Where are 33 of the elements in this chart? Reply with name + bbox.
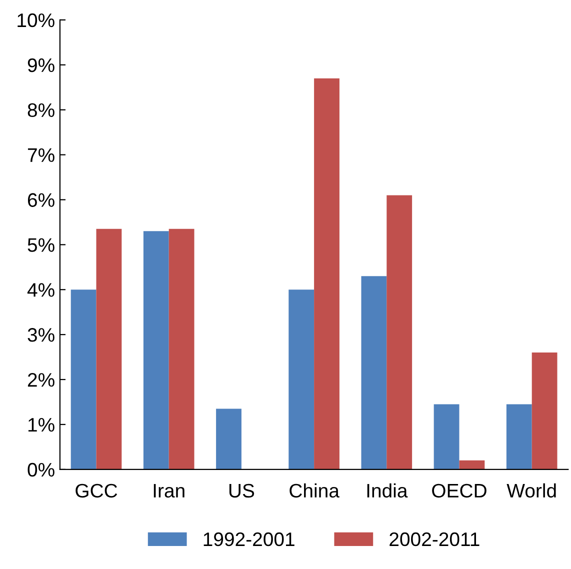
bar	[314, 78, 340, 470]
y-tick-label: 6%	[28, 193, 54, 207]
bar	[386, 195, 412, 470]
bar	[96, 228, 122, 470]
bar	[532, 352, 558, 470]
y-tick-label: 8%	[28, 103, 54, 118]
bar	[361, 276, 387, 470]
y-tick-label: 9%	[28, 58, 54, 72]
x-tick-label: Iran	[154, 484, 184, 498]
x-tick-label: China	[290, 483, 340, 498]
x-tick-label: OECD	[432, 484, 486, 498]
y-tick-label: 7%	[28, 148, 54, 162]
y-tick-label: 2%	[28, 372, 54, 387]
x-tick-label: India	[367, 483, 408, 498]
bar	[459, 460, 485, 470]
legend-label: 1992-2001	[204, 532, 294, 546]
bar	[434, 404, 460, 470]
y-tick-label: 10%	[18, 13, 54, 28]
x-tick-label: GCC	[76, 484, 118, 498]
bar	[168, 228, 194, 470]
y-tick-label: 4%	[27, 283, 54, 297]
bar	[70, 290, 96, 470]
legend-label: 2002-2011	[390, 532, 480, 546]
y-tick-label: 0%	[28, 462, 54, 477]
bar	[216, 408, 242, 470]
y-tick-label: 1%	[28, 418, 54, 432]
y-tick-label: 3%	[28, 328, 54, 342]
y-tick-label: 5%	[28, 238, 54, 252]
bar	[288, 290, 314, 470]
x-tick-label: US	[229, 484, 254, 498]
bar	[506, 404, 532, 470]
x-tick-label: World	[506, 483, 556, 498]
bar	[143, 231, 169, 470]
